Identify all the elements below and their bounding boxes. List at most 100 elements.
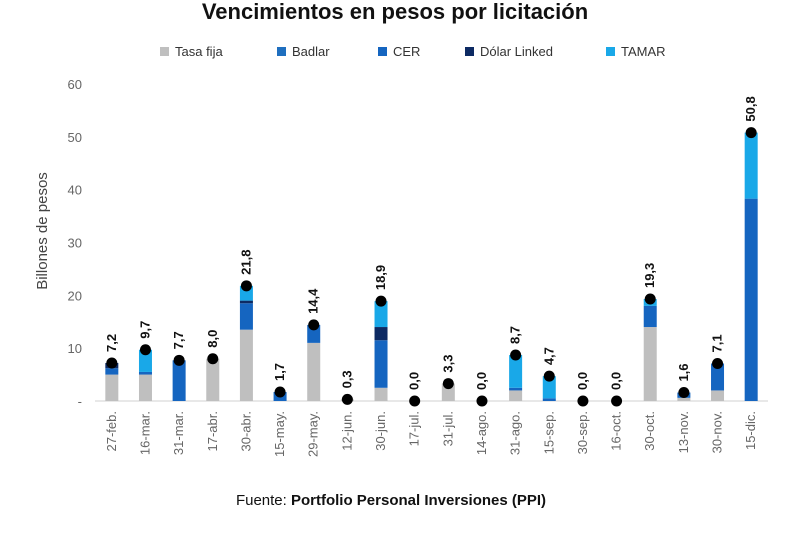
bar-segment-1-2 [138, 371, 152, 375]
total-marker-17 [678, 387, 690, 399]
bar-segment-0-0 [105, 374, 119, 401]
bar-segment-12-2 [509, 387, 523, 391]
bar-segment-12-0 [509, 390, 523, 401]
total-marker-6 [308, 319, 320, 331]
x-tick-14: 30-sep. [575, 411, 590, 454]
bar-segment-19-4 [744, 132, 758, 199]
total-label-12: 8,7 [508, 326, 523, 344]
bar-segment-12-4 [509, 355, 523, 388]
x-tick-6: 29-may. [306, 411, 321, 457]
source-prefix: Fuente: [236, 492, 291, 509]
total-label-13: 4,7 [541, 347, 556, 365]
total-label-16: 19,3 [642, 263, 657, 288]
total-label-19: 50,8 [743, 96, 758, 121]
x-tick-15: 16-oct. [609, 411, 624, 451]
y-tick-5: 50 [68, 130, 82, 145]
total-label-15: 0,0 [609, 372, 624, 390]
x-tick-10: 31-jul. [440, 411, 455, 446]
total-marker-18 [712, 357, 724, 369]
total-marker-10 [442, 378, 454, 390]
bar-segment-1-4 [138, 349, 152, 372]
x-axis-ticks: 27-feb. 16-mar. 31-mar. 17-abr. 30-abr. 15-ma… [104, 411, 758, 457]
total-label-2: 7,7 [171, 331, 186, 349]
bar-segment-4-2 [239, 303, 253, 330]
total-label-17: 1,6 [676, 363, 691, 381]
total-label-9: 0,0 [407, 372, 422, 390]
x-tick-0: 27-feb. [104, 411, 119, 451]
total-marker-11 [476, 395, 488, 407]
x-tick-5: 15-may. [272, 411, 287, 457]
total-label-0: 7,2 [104, 334, 119, 352]
bar-segment-0-2 [105, 368, 119, 375]
total-labels: 7,2 9,7 7,7 8,0 21,8 1,7 14,4 0,3 18,9 0,0 3,3 0,0 8… [104, 96, 758, 390]
bar-segment-3-0 [206, 358, 220, 401]
total-marker-2 [173, 354, 185, 366]
total-marker-12 [510, 349, 522, 361]
bar-segment-4-3 [239, 300, 253, 304]
total-marker-13 [543, 370, 555, 382]
legend-label-0: Tasa fija [175, 44, 223, 59]
bar-segment-8-2 [374, 340, 388, 388]
total-marker-7 [341, 393, 353, 405]
total-marker-16 [644, 293, 656, 305]
bar-segment-6-0 [307, 342, 321, 401]
bar-segment-1-0 [138, 374, 152, 401]
bar-segment-13-2 [542, 398, 556, 401]
y-tick-3: 30 [68, 236, 82, 251]
x-tick-11: 14-ago. [474, 411, 489, 455]
chart-title: Vencimientos en pesos por licitación [202, 0, 588, 24]
total-label-11: 0,0 [474, 372, 489, 390]
x-tick-9: 17-jul. [407, 411, 422, 446]
y-tick-1: 10 [68, 341, 82, 356]
legend-label-3: Dólar Linked [480, 44, 553, 59]
total-marker-4 [240, 280, 252, 292]
total-label-3: 8,0 [205, 330, 220, 348]
bar-segment-18-0 [711, 390, 725, 401]
x-tick-7: 12-jun. [339, 411, 354, 451]
bar-segment-18-2 [711, 363, 725, 391]
total-marker-8 [375, 295, 387, 307]
source-note: Fuente: Portfolio Personal Inversiones (… [236, 492, 546, 509]
bar-segment-16-2 [643, 305, 657, 328]
total-label-8: 18,9 [373, 265, 388, 290]
total-label-6: 14,4 [306, 288, 321, 314]
legend: Tasa fija Badlar CER Dólar Linked TAMAR [160, 44, 666, 59]
bar-segment-8-0 [374, 387, 388, 401]
legend-swatch-3 [465, 47, 474, 56]
total-label-1: 9,7 [137, 321, 152, 339]
x-tick-13: 15-sep. [541, 411, 556, 454]
bar-segment-16-0 [643, 327, 657, 401]
x-tick-4: 30-abr. [238, 411, 253, 451]
x-tick-18: 30-nov. [710, 411, 725, 453]
total-marker-0 [106, 357, 118, 369]
total-label-7: 0,3 [339, 370, 354, 388]
bar-segment-8-4 [374, 301, 388, 328]
total-marker-19 [745, 127, 757, 139]
bar-segment-4-0 [239, 329, 253, 401]
total-marker-3 [207, 353, 219, 365]
total-label-4: 21,8 [238, 250, 253, 275]
total-marker-14 [577, 395, 589, 407]
x-tick-17: 13-nov. [676, 411, 691, 453]
y-tick-0: - [78, 394, 82, 409]
x-tick-8: 30-jun. [373, 411, 388, 451]
total-marker-1 [139, 344, 151, 356]
total-label-14: 0,0 [575, 372, 590, 390]
total-label-10: 3,3 [440, 354, 455, 372]
x-tick-16: 30-oct. [642, 411, 657, 451]
total-marker-5 [274, 386, 286, 398]
bar-segment-8-3 [374, 327, 388, 341]
bar-segment-17-0 [677, 397, 691, 401]
y-axis-label: Billones de pesos [34, 172, 51, 290]
total-marker-15 [611, 395, 623, 407]
x-tick-19: 15-dic. [743, 411, 758, 450]
legend-swatch-4 [606, 47, 615, 56]
y-tick-6: 60 [68, 77, 82, 92]
legend-label-1: Badlar [292, 44, 330, 59]
legend-label-2: CER [393, 44, 420, 59]
x-tick-1: 16-mar. [137, 411, 152, 455]
y-tick-4: 40 [68, 183, 82, 198]
legend-swatch-2 [378, 47, 387, 56]
bar-segment-2-2 [172, 360, 186, 401]
